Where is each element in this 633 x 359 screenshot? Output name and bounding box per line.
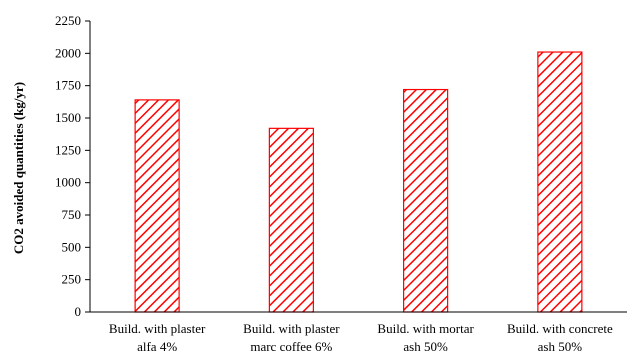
x-category-label: marc coffee 6% bbox=[250, 339, 332, 354]
axes bbox=[89, 21, 627, 313]
x-category-label: Build. with plaster bbox=[109, 321, 206, 336]
y-axis-ticks: 0 250 500 750 1000 1250 1500 1750 2000 2250 bbox=[55, 13, 90, 319]
y-tick-label: 1750 bbox=[55, 78, 81, 93]
x-axis-labels: Build. with plaster alfa 4% Build. with pl… bbox=[109, 321, 613, 354]
x-category-label: Build. with concrete bbox=[507, 321, 613, 336]
bar bbox=[537, 51, 583, 313]
x-category-label: Build. with mortar bbox=[377, 321, 474, 336]
x-category-label: ash 50% bbox=[538, 339, 583, 354]
x-category-label: Build. with plaster bbox=[243, 321, 340, 336]
bar bbox=[268, 127, 314, 313]
x-category-label: alfa 4% bbox=[137, 339, 177, 354]
x-category-label: ash 50% bbox=[403, 339, 448, 354]
y-tick-label: 500 bbox=[62, 239, 82, 254]
y-tick-label: 2250 bbox=[55, 13, 81, 28]
bar bbox=[403, 88, 449, 313]
y-axis-title-group: CO2 avoided quantities (kg/yr) bbox=[11, 82, 26, 254]
y-tick-label: 1500 bbox=[55, 110, 81, 125]
y-axis-title: CO2 avoided quantities (kg/yr) bbox=[11, 82, 26, 254]
y-tick-label: 0 bbox=[75, 304, 82, 319]
bars bbox=[134, 51, 583, 313]
bar bbox=[134, 99, 180, 313]
y-tick-label: 1000 bbox=[55, 175, 81, 190]
y-tick-label: 750 bbox=[62, 207, 82, 222]
y-tick-label: 250 bbox=[62, 272, 82, 287]
y-tick-label: 1250 bbox=[55, 142, 81, 157]
y-tick-label: 2000 bbox=[55, 45, 81, 60]
